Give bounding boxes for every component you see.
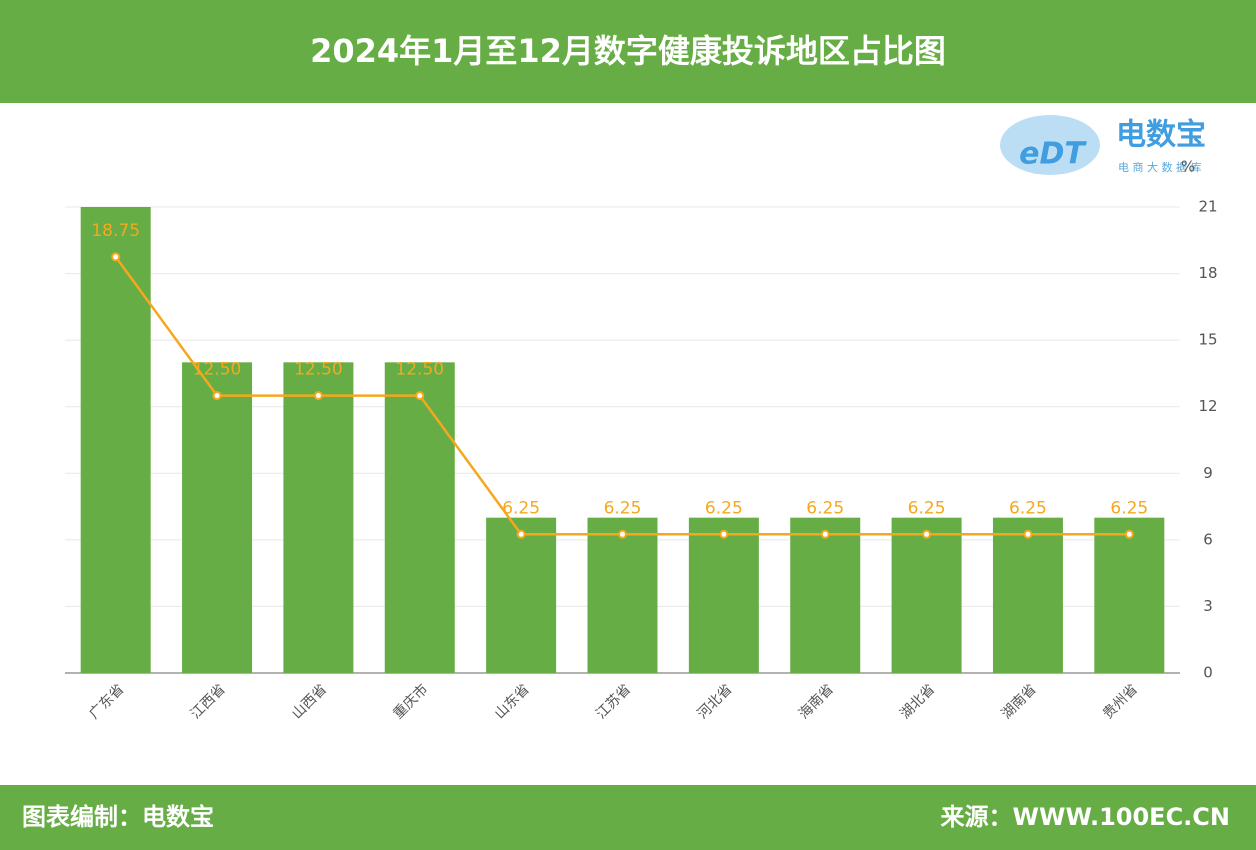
bar <box>1094 517 1165 673</box>
y-unit: % <box>1181 158 1195 176</box>
data-label: 6.25 <box>705 498 743 518</box>
data-label: 6.25 <box>1110 498 1148 518</box>
data-label: 12.50 <box>395 360 444 380</box>
chart-title: 2024年1月至12月数字健康投诉地区占比图 <box>310 32 946 70</box>
data-label: 6.25 <box>806 498 844 518</box>
y-tick-label: 15 <box>1198 331 1217 349</box>
line-point <box>618 529 627 539</box>
line-point <box>313 391 323 401</box>
line-point <box>516 529 526 539</box>
y-tick-label: 12 <box>1198 397 1217 415</box>
x-tick-label: 广东省 <box>86 681 127 722</box>
logo: eDT 电数宝 电 商 大 数 据 库 <box>1000 115 1206 175</box>
bar <box>891 517 962 673</box>
x-tick-label: 山西省 <box>289 681 330 722</box>
x-tick-label: 海南省 <box>796 681 837 722</box>
x-tick-label: 湖北省 <box>897 681 938 722</box>
footer-left: 图表编制：电数宝 <box>22 803 214 831</box>
bar <box>992 517 1063 673</box>
data-label: 6.25 <box>502 498 540 518</box>
line-point <box>111 252 121 262</box>
bar <box>790 517 861 673</box>
bar <box>80 207 151 673</box>
logo-mark: eDT <box>1019 137 1087 172</box>
footer-band <box>0 785 1256 850</box>
bar <box>688 517 759 673</box>
x-tick-label: 贵州省 <box>1100 681 1141 722</box>
x-tick-label: 重庆市 <box>390 681 432 723</box>
data-label: 12.50 <box>193 360 242 380</box>
bar <box>486 517 557 673</box>
y-tick-label: 9 <box>1203 464 1213 482</box>
line-point <box>415 391 425 401</box>
line <box>114 256 1130 536</box>
bar <box>283 362 354 673</box>
footer-right: 来源：WWW.100EC.CN <box>941 803 1231 831</box>
line-point <box>719 529 729 539</box>
line-point <box>212 391 222 401</box>
x-tick-label: 江苏省 <box>593 681 634 722</box>
y-tick-label: 0 <box>1203 664 1213 682</box>
line-point <box>1023 529 1033 539</box>
y-tick-label: 21 <box>1198 198 1217 216</box>
logo-tagline: 电 商 大 数 据 库 <box>1118 160 1201 174</box>
x-tick-label: 山东省 <box>492 681 533 722</box>
bar <box>182 362 253 673</box>
data-label: 18.75 <box>91 221 140 241</box>
logo-name: 电数宝 <box>1116 118 1206 153</box>
data-label: 6.25 <box>1009 498 1047 518</box>
x-tick-label: 湖南省 <box>999 681 1040 722</box>
y-tick-label: 18 <box>1198 264 1217 282</box>
bar <box>384 362 455 673</box>
line-point <box>922 529 932 539</box>
data-label: 12.50 <box>294 360 343 380</box>
line-point <box>820 529 830 539</box>
line-point <box>1124 529 1134 539</box>
y-tick-label: 6 <box>1203 530 1213 548</box>
data-label: 6.25 <box>908 498 946 518</box>
y-tick-label: 3 <box>1203 597 1213 615</box>
logo-cloud <box>1000 115 1100 175</box>
x-tick-label: 河北省 <box>695 681 736 722</box>
bar <box>587 517 658 673</box>
x-tick-label: 江西省 <box>188 681 229 722</box>
data-label: 6.25 <box>604 498 642 518</box>
header-band <box>0 0 1256 103</box>
